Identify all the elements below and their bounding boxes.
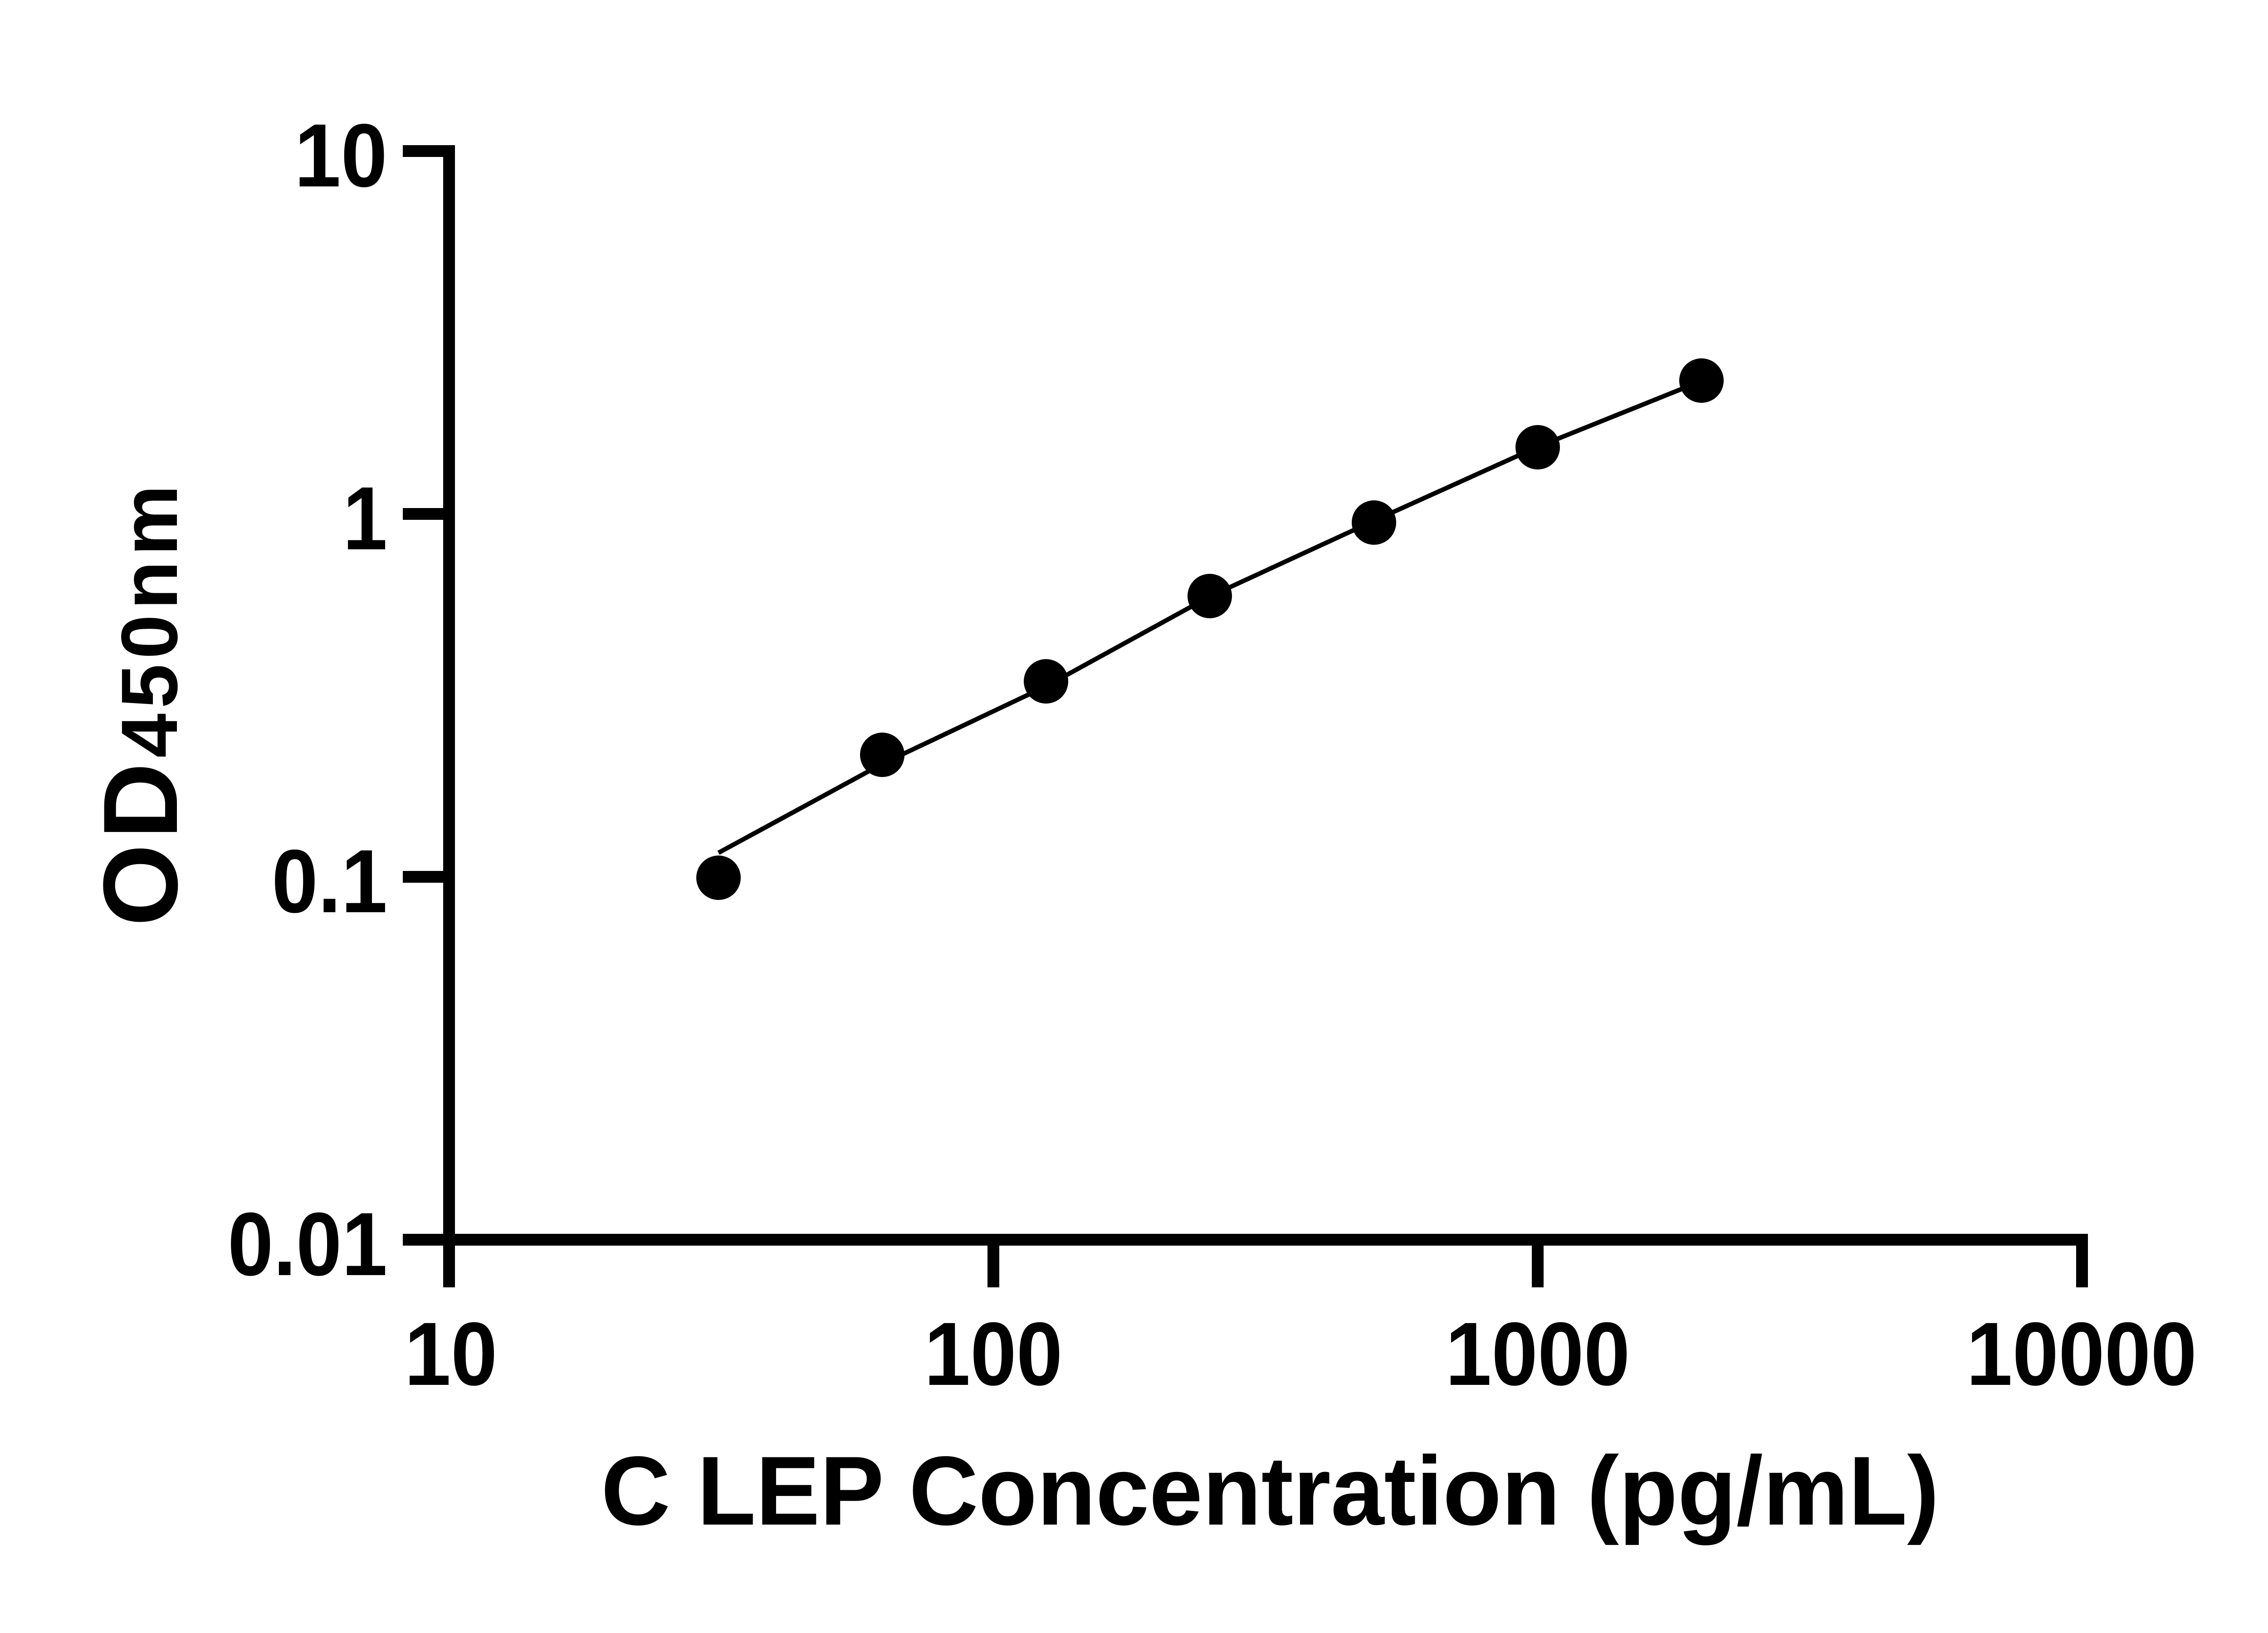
svg-text:10000: 10000 <box>1966 1304 2197 1404</box>
svg-text:10: 10 <box>405 1304 498 1404</box>
svg-text:100: 100 <box>924 1304 1063 1404</box>
svg-text:1000: 1000 <box>1446 1304 1630 1404</box>
svg-text:C LEP Concentration (pg/mL): C LEP Concentration (pg/mL) <box>601 1436 1939 1545</box>
svg-text:0.1: 0.1 <box>272 831 387 931</box>
svg-text:10: 10 <box>294 105 387 205</box>
svg-text:0.01: 0.01 <box>228 1194 387 1294</box>
svg-text:1: 1 <box>343 468 387 568</box>
